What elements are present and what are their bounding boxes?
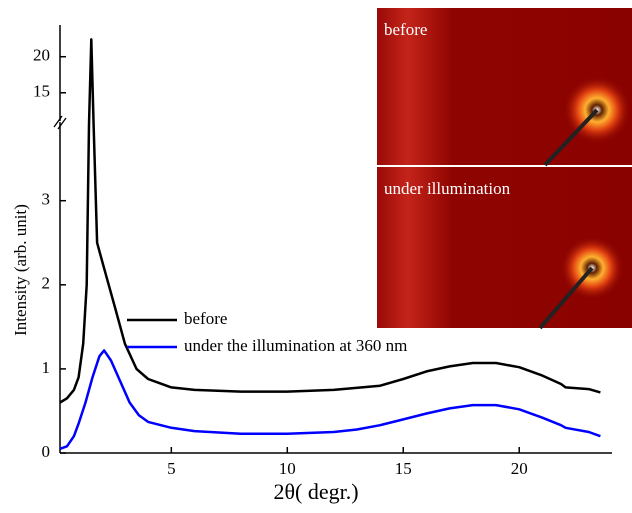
y-tick-label: 0 [42,442,51,461]
x-axis-label: 2θ( degr.) [273,479,358,504]
inset-label: under illumination [384,179,511,198]
y-tick-label: 3 [42,190,51,209]
inset-images: before under illumination [377,8,632,328]
x-tick-label: 5 [167,459,176,478]
data-line [60,350,600,448]
y-axis-label: Intensity (arb. unit) [11,204,30,336]
y-tick-label: 20 [33,46,50,65]
inset-label: before [384,20,427,39]
x-tick-label: 15 [395,459,412,478]
y-tick-label: 1 [42,358,51,377]
page: before under illumination 2θ( degr.) Int… [0,0,632,513]
y-tick-label: 15 [33,82,50,101]
y-tick-label: 2 [42,274,51,293]
legend-label: under the illumination at 360 nm [184,336,407,355]
x-tick-label: 20 [511,459,528,478]
legend-label: before [184,309,227,328]
x-tick-label: 10 [279,459,296,478]
chart: before under illumination 2θ( degr.) Int… [0,0,632,513]
